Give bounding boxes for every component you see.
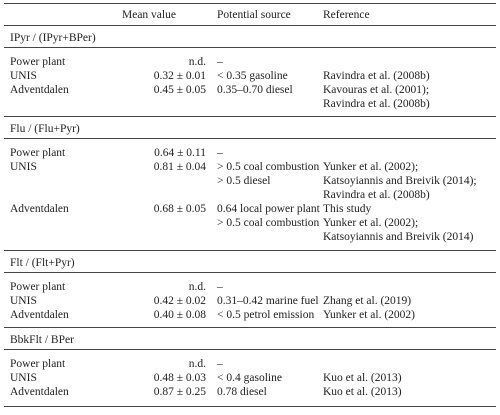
reference: Kavouras et al. (2001); [323,84,430,96]
section-title: Flu / (Flu+Pyr) [10,123,80,135]
mean-value: 0.32 ± 0.01 [153,70,206,82]
reference: Yunker et al. (2002); [323,161,419,173]
site-label: Adventdalen [10,386,69,398]
section-title: Flt / (Flt+Pyr) [10,257,75,269]
top-rule [4,3,496,5]
potential-source: – [217,281,223,293]
potential-source: < 0.4 gasoline [217,372,282,384]
mean-value: n.d. [188,56,206,68]
potential-source: > 0.5 coal combustion [217,217,320,229]
potential-source: 0.31–0.42 marine fuel [217,295,319,307]
reference: Ravindra et al. (2008b) [323,98,430,110]
potential-source: < 0.5 petrol emission [217,309,315,321]
section-rule [4,327,496,328]
section-rule [4,250,496,251]
mean-value: 0.68 ± 0.05 [153,203,206,215]
reference: Yunker et al. (2002) [323,309,415,321]
mean-value: 0.87 ± 0.25 [153,386,206,398]
mean-value: 0.81 ± 0.04 [153,161,206,173]
site-label: Adventdalen [10,203,69,215]
reference: Kuo et al. (2013) [323,386,402,398]
mean-value: 0.64 ± 0.11 [154,147,206,159]
potential-source: 0.64 local power plant [217,203,320,215]
potential-source: – [217,147,223,159]
section-rule [4,349,496,350]
site-label: Adventdalen [10,309,69,321]
potential-source: > 0.5 coal combustion [217,161,320,173]
section-title: BbkFlt / BPer [10,334,74,346]
reference: Katsoyiannis and Breivik (2014) [323,231,474,243]
potential-source: 0.35–0.70 diesel [217,84,293,96]
potential-source: – [217,56,223,68]
reference: Yunker et al. (2002); [323,217,419,229]
mean-value: n.d. [188,281,206,293]
reference: This study [323,203,372,215]
bottom-rule [4,406,496,408]
section-title: IPyr / (IPyr+BPer) [10,32,96,44]
mean-value: 0.48 ± 0.03 [153,372,206,384]
reference: Ravindra et al. (2008b) [323,70,430,82]
potential-source: > 0.5 diesel [217,175,271,187]
reference: Zhang et al. (2019) [323,295,412,307]
potential-source: < 0.35 gasoline [217,70,288,82]
site-label: UNIS [10,372,37,384]
reference: Katsoyiannis and Breivik (2014); [323,175,477,187]
site-label: Power plant [10,147,66,159]
header-potential-source: Potential source [217,9,291,21]
site-label: UNIS [10,70,37,82]
header-rule [4,25,496,26]
site-label: UNIS [10,161,37,173]
mean-value: 0.42 ± 0.02 [153,295,206,307]
site-label: Power plant [10,358,66,370]
potential-source: 0.78 diesel [217,386,267,398]
mean-value: 0.45 ± 0.05 [153,84,206,96]
header-reference: Reference [323,9,370,21]
mean-value: 0.40 ± 0.08 [153,309,206,321]
site-label: Adventdalen [10,84,69,96]
reference: Ravindra et al. (2008b) [323,189,430,201]
section-rule [4,272,496,273]
reference: Kuo et al. (2013) [323,372,402,384]
potential-source: – [217,358,223,370]
section-rule [4,47,496,48]
site-label: Power plant [10,56,66,68]
section-rule [4,138,496,139]
header-mean-value: Mean value [122,9,176,21]
site-label: UNIS [10,295,37,307]
site-label: Power plant [10,281,66,293]
mean-value: n.d. [188,358,206,370]
section-rule [4,116,496,117]
